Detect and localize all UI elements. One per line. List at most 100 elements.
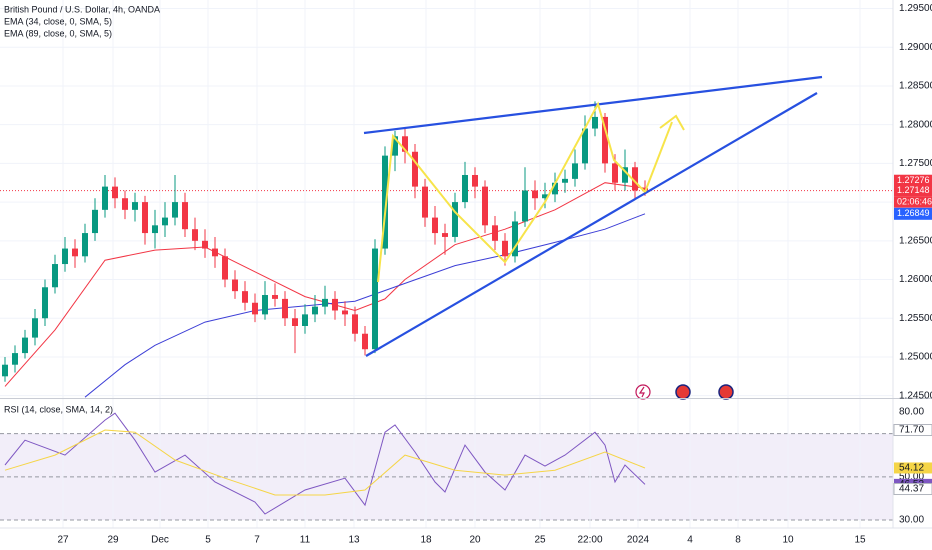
x-tick-label: 18 bbox=[420, 535, 432, 546]
y-tick-label: 1.25500 bbox=[899, 313, 932, 324]
candle-body bbox=[162, 217, 168, 226]
rsi-title: RSI (14, close, SMA, 14, 2) bbox=[4, 404, 113, 414]
candle-body bbox=[462, 174, 468, 203]
countdown: 02:06:46 bbox=[897, 197, 932, 207]
x-tick-label: Dec bbox=[151, 535, 169, 546]
candle-body bbox=[452, 202, 458, 237]
price-badge bbox=[894, 207, 932, 220]
candle-body bbox=[442, 233, 448, 237]
y-tick-label: 1.29500 bbox=[899, 3, 932, 14]
candle-body bbox=[562, 178, 568, 183]
candle-body bbox=[362, 333, 368, 350]
rsi-badge bbox=[893, 424, 932, 437]
candle-body bbox=[232, 279, 238, 292]
y-tick-label: 1.29000 bbox=[899, 42, 932, 53]
price-badge-label: 1.27148 bbox=[897, 185, 930, 195]
candle-body bbox=[612, 163, 618, 183]
x-tick-label: 5 bbox=[205, 535, 211, 546]
candle-body bbox=[42, 287, 48, 319]
candle-body bbox=[402, 136, 408, 152]
candle-body bbox=[532, 190, 538, 199]
legend-entry: EMA (89, close, 0, SMA, 5) bbox=[4, 28, 112, 38]
x-tick-label: 2024 bbox=[627, 535, 650, 546]
rsi-badge-label: 44.37 bbox=[899, 484, 924, 495]
candle-body bbox=[292, 318, 298, 326]
candle-body bbox=[552, 182, 558, 195]
candle-body bbox=[102, 186, 108, 210]
candle-body bbox=[132, 202, 138, 210]
candle-body bbox=[52, 264, 58, 288]
candle-body bbox=[632, 167, 638, 191]
rsi-badge-label: 54.12 bbox=[899, 463, 924, 474]
x-tick-label: 27 bbox=[57, 535, 69, 546]
event-icon[interactable] bbox=[635, 384, 651, 400]
candle-body bbox=[512, 221, 518, 257]
candle-body bbox=[12, 353, 18, 365]
rsi-tick-label: 30.00 bbox=[899, 515, 924, 526]
candle-body bbox=[112, 186, 118, 199]
candle-body bbox=[182, 202, 188, 230]
y-tick-label: 1.26000 bbox=[899, 274, 932, 285]
price-badge-label: 1.26849 bbox=[897, 208, 930, 218]
y-tick-label: 1.28500 bbox=[899, 81, 932, 92]
chart-title: British Pound / U.S. Dollar, 4h, OANDA bbox=[4, 4, 160, 14]
candle-body bbox=[432, 217, 438, 234]
candle-body bbox=[82, 233, 88, 257]
candle-body bbox=[332, 298, 338, 311]
candle-body bbox=[252, 302, 258, 315]
candle-body bbox=[482, 186, 488, 226]
y-tick-label: 1.25000 bbox=[899, 352, 932, 363]
candle-body bbox=[22, 337, 28, 354]
us-flag-icon[interactable] bbox=[718, 384, 734, 400]
x-tick-label: 13 bbox=[348, 535, 360, 546]
rsi-badge bbox=[893, 483, 932, 496]
candle-body bbox=[122, 198, 128, 210]
candle-body bbox=[282, 298, 288, 319]
candle-body bbox=[372, 248, 378, 350]
x-tick-label: 25 bbox=[534, 535, 546, 546]
candle-body bbox=[502, 240, 508, 257]
legend-entry: EMA (34, close, 0, SMA, 5) bbox=[4, 16, 112, 26]
candle-body bbox=[422, 186, 428, 218]
x-tick-label: 4 bbox=[687, 535, 693, 546]
rsi-badge-label: 71.70 bbox=[899, 425, 924, 436]
x-tick-label: 15 bbox=[854, 535, 866, 546]
lightning bbox=[638, 386, 645, 398]
candle-body bbox=[222, 256, 228, 280]
candle-body bbox=[572, 163, 578, 179]
candle-body bbox=[302, 314, 308, 326]
candle-body bbox=[352, 314, 358, 334]
candle-body bbox=[172, 202, 178, 218]
candle-body bbox=[472, 174, 478, 187]
candle-body bbox=[62, 248, 68, 265]
candle-body bbox=[592, 116, 598, 129]
us-flag-icon[interactable] bbox=[675, 384, 691, 400]
candle-body bbox=[382, 155, 388, 249]
candle-body bbox=[192, 229, 198, 241]
rsi-badge bbox=[894, 462, 932, 474]
upper-trendline bbox=[363, 75, 823, 135]
x-tick-label: 7 bbox=[254, 535, 260, 546]
y-tick-label: 1.28000 bbox=[899, 119, 932, 130]
countdown-badge bbox=[894, 196, 932, 208]
x-tick-label: 8 bbox=[735, 535, 741, 546]
candle-body bbox=[322, 298, 328, 307]
candle-body bbox=[212, 248, 218, 257]
candle-body bbox=[622, 167, 628, 183]
candle-body bbox=[262, 295, 268, 315]
candle-body bbox=[242, 291, 248, 303]
grid bbox=[0, 0, 893, 528]
projection-arrow bbox=[644, 121, 673, 193]
candle-body bbox=[492, 225, 498, 241]
zigzag bbox=[377, 101, 646, 283]
y-tick-label: 1.26500 bbox=[899, 235, 932, 246]
candle-body bbox=[542, 194, 548, 199]
arrow-head bbox=[659, 114, 685, 131]
candle-body bbox=[32, 318, 38, 338]
x-tick-label: 11 bbox=[300, 535, 311, 546]
candle-body bbox=[202, 240, 208, 249]
candle-body bbox=[72, 248, 78, 257]
